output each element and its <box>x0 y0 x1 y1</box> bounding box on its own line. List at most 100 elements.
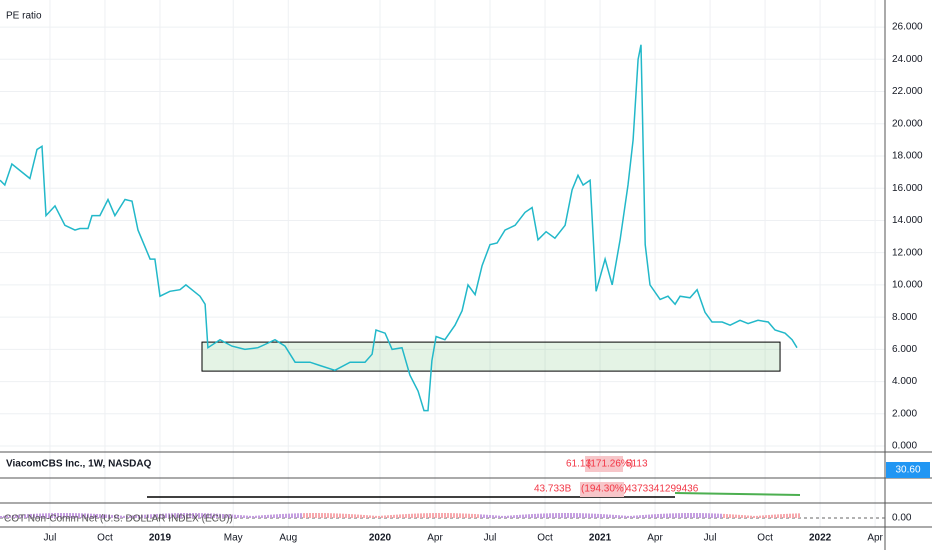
histogram-bar <box>177 513 179 518</box>
histogram-bar <box>468 513 470 518</box>
histogram-bar <box>336 513 338 518</box>
x-tick-label: Apr <box>647 533 663 544</box>
histogram-bar <box>393 514 395 518</box>
histogram-bar <box>213 513 215 518</box>
zone <box>201 341 781 372</box>
histogram-bar <box>684 513 686 518</box>
label-box <box>580 482 624 497</box>
histogram-bar <box>315 513 317 518</box>
histogram-bar <box>300 513 302 518</box>
x-tick-label: Oct <box>757 533 773 544</box>
histogram-bar <box>540 513 542 518</box>
histogram-bar <box>705 513 707 518</box>
histogram-bar <box>720 513 722 518</box>
histogram-bar <box>381 515 383 518</box>
chart-title: PE ratio <box>6 11 42 22</box>
histogram-bar <box>24 514 26 518</box>
histogram-bar <box>723 513 725 518</box>
histogram-bar <box>627 515 629 518</box>
histogram-bar <box>447 513 449 518</box>
histogram-bar <box>561 513 563 518</box>
histogram-bar <box>615 515 617 518</box>
histogram-bar <box>0 516 2 518</box>
drawn-line <box>674 492 801 496</box>
x-tick-label: Oct <box>537 533 553 544</box>
histogram-bar <box>420 513 422 518</box>
histogram-bar <box>207 513 209 518</box>
indicator-change: (194.30%) <box>581 484 627 495</box>
x-tick-label: Aug <box>279 533 297 544</box>
y-tick-label: 16.000 <box>892 183 923 194</box>
histogram-bar <box>645 514 647 518</box>
indicator-value: 43.733B <box>534 484 572 495</box>
histogram-bar <box>786 513 788 518</box>
histogram-bar <box>111 514 113 518</box>
indicator-value: 61.13 <box>566 459 591 470</box>
histogram-bar <box>621 515 623 518</box>
histogram-bar <box>63 513 65 518</box>
histogram-bar <box>651 514 653 518</box>
histogram-bar <box>93 513 95 518</box>
histogram-bar <box>210 513 212 518</box>
histogram-bar <box>564 513 566 518</box>
histogram-bar <box>9 515 11 518</box>
histogram-bar <box>117 515 119 518</box>
histogram-bar <box>330 513 332 518</box>
histogram-bar <box>657 514 659 518</box>
histogram-bar <box>654 514 656 518</box>
histogram-bar <box>84 513 86 518</box>
histogram-bar <box>129 515 131 518</box>
histogram-bar <box>603 514 605 518</box>
histogram-bar <box>486 514 488 518</box>
histogram-bar <box>738 514 740 518</box>
histogram-bar <box>48 513 50 518</box>
histogram-bar <box>252 515 254 518</box>
histogram-bar <box>633 515 635 518</box>
histogram-bar <box>282 513 284 518</box>
y-tick-label: 6.000 <box>892 344 917 355</box>
histogram-bar <box>168 513 170 518</box>
x-tick-label: Jul <box>704 533 717 544</box>
histogram-bar <box>597 513 599 518</box>
histogram-bar <box>474 514 476 518</box>
histogram-bar <box>216 513 218 518</box>
histogram-bar <box>249 515 251 518</box>
histogram-bar <box>171 513 173 518</box>
histogram-bar <box>636 515 638 518</box>
histogram-bar <box>765 515 767 518</box>
histogram-bar <box>366 515 368 518</box>
histogram-bar <box>411 513 413 518</box>
histogram-bar <box>570 513 572 518</box>
histogram-bar <box>201 513 203 518</box>
histogram-bar <box>729 514 731 518</box>
histogram-bar <box>483 514 485 518</box>
histogram-bar <box>69 513 71 518</box>
histogram-bar <box>495 515 497 518</box>
histogram-bar <box>180 513 182 518</box>
axis-label-box <box>886 462 930 478</box>
histogram-bar <box>732 514 734 518</box>
histogram-bar <box>453 513 455 518</box>
x-tick-label: Jul <box>44 533 57 544</box>
histogram-bar <box>612 514 614 518</box>
histogram-bar <box>675 513 677 518</box>
histogram-bar <box>756 515 758 518</box>
histogram-bar <box>528 514 530 518</box>
histogram-bar <box>372 515 374 518</box>
histogram-bar <box>552 513 554 518</box>
histogram-bar <box>408 513 410 518</box>
histogram-bar <box>441 513 443 518</box>
histogram-bar <box>228 514 230 518</box>
histogram-bar <box>444 513 446 518</box>
histogram-bar <box>222 513 224 518</box>
histogram-bar <box>579 513 581 518</box>
histogram-bar <box>219 513 221 518</box>
pane-label: ViacomCBS Inc., 1W, NASDAQ <box>6 459 152 470</box>
histogram-bar <box>72 513 74 518</box>
histogram-bar <box>714 513 716 518</box>
histogram-bar <box>696 513 698 518</box>
histogram-bar <box>426 513 428 518</box>
histogram-bar <box>156 513 158 518</box>
histogram-bar <box>678 513 680 518</box>
x-tick-label: Oct <box>97 533 113 544</box>
